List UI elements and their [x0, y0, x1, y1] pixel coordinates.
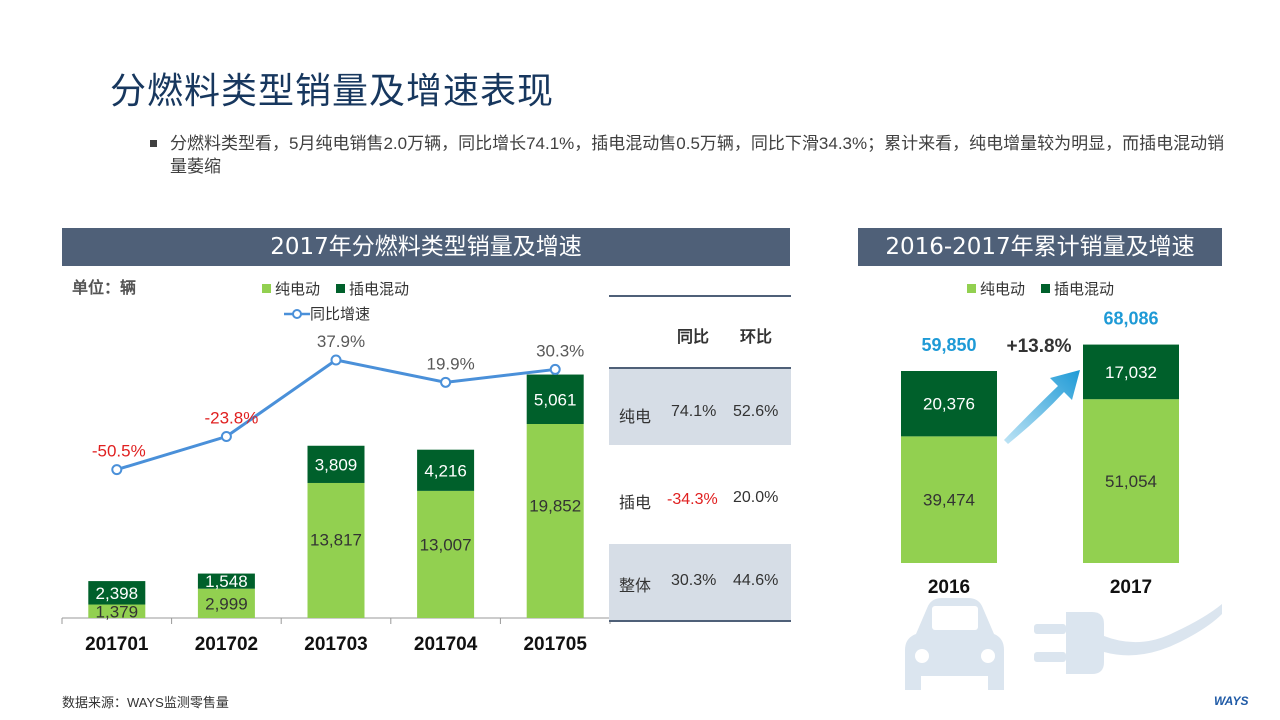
legend-phev: 插电混动 [336, 278, 409, 299]
bar-bev-value-label: 51,054 [1105, 472, 1157, 491]
bar-phev [88, 581, 146, 605]
right-legend-bev-swatch [967, 284, 976, 293]
growth-value-label: -23.8% [204, 409, 258, 428]
summary: 分燃料类型看，5月纯电销售2.0万辆，同比增长74.1%，插电混动售0.5万辆，… [150, 132, 1230, 178]
bar-phev [307, 445, 365, 483]
table-row-total: 整体 30.3% 44.6% [609, 544, 791, 622]
table-row-bev: 纯电 74.1% 52.6% [609, 367, 791, 445]
growth-point [220, 431, 232, 443]
plug-icon [1034, 604, 1222, 674]
table-header-yoy: 同比 [677, 329, 710, 346]
x-tick-label: 201702 [195, 634, 258, 655]
bar-phev-value-label: 4,216 [424, 461, 467, 480]
bar-bev [307, 482, 365, 618]
bar-bev-value-label: 39,474 [923, 491, 975, 510]
bar-bev [1083, 399, 1179, 563]
bar-phev-value-label: 17,032 [1105, 363, 1157, 382]
bar-bev-value-label: 13,817 [310, 531, 362, 550]
left-panel-title: 2017年分燃料类型销量及增速 [62, 228, 790, 266]
x-tick-label: 201701 [85, 634, 149, 655]
growth-point [330, 354, 342, 366]
bar-bev [417, 490, 475, 618]
bar-phev-value-label: 20,376 [923, 395, 975, 414]
growth-value-label: -50.5% [92, 442, 146, 461]
bar-phev-value-label: 2,398 [96, 584, 139, 603]
bar-phev [197, 573, 255, 589]
car-icon [905, 598, 1004, 690]
unit-label: 单位：辆 [72, 280, 137, 297]
cumulative-growth-label: +13.8% [1007, 336, 1072, 357]
table-cell-yoy: -34.3% [667, 491, 718, 508]
legend-phev-swatch [336, 284, 345, 293]
x-tick-label: 2017 [1110, 577, 1152, 598]
right-panel-title: 2016-2017年累计销量及增速 [858, 228, 1222, 266]
growth-value-label: 30.3% [536, 341, 584, 360]
table-row-label: 整体 [619, 578, 652, 595]
yoy-table: 同比 环比 纯电 74.1% 52.6% 插电 -34.3% 20.0% 整体 … [609, 295, 791, 622]
table-row-label: 纯电 [619, 409, 652, 426]
growth-point [111, 464, 123, 476]
table-cell-yoy: 30.3% [671, 572, 717, 589]
bullet-icon [150, 140, 157, 147]
legend-bev-swatch [262, 284, 271, 293]
x-tick-label: 2016 [928, 577, 970, 598]
growth-value-label: 37.9% [317, 332, 365, 351]
legend-growth: 同比增速 [284, 303, 370, 324]
table-cell-mom: 20.0% [733, 489, 779, 506]
legend-phev-label: 插电混动 [349, 281, 410, 298]
table-row-phev: 插电 -34.3% 20.0% [609, 455, 791, 531]
bar-bev-value-label: 1,379 [96, 602, 139, 621]
bar-bev [88, 604, 146, 618]
right-legend-phev: 插电混动 [1041, 278, 1114, 299]
bar-total-label: 59,850 [921, 335, 976, 355]
bar-phev [417, 449, 475, 491]
bar-phev-value-label: 3,809 [315, 455, 358, 474]
legend-bev-label: 纯电动 [275, 281, 321, 298]
bar-total-label: 68,086 [1103, 309, 1158, 329]
summary-text: 分燃料类型看，5月纯电销售2.0万辆，同比增长74.1%，插电混动售0.5万辆，… [170, 134, 1225, 176]
right-legend-phev-label: 插电混动 [1054, 281, 1115, 298]
bar-bev [901, 436, 997, 563]
ways-logo: WAYS [1214, 694, 1249, 708]
table-row-label: 插电 [619, 495, 652, 512]
right-legend-bev: 纯电动 [967, 278, 1025, 299]
bar-phev-value-label: 5,061 [534, 390, 577, 409]
growth-point [440, 376, 452, 388]
table-header-mom: 环比 [740, 329, 773, 346]
bar-phev [901, 371, 997, 437]
bar-bev-value-label: 13,007 [420, 535, 472, 554]
legend-bev: 纯电动 [262, 278, 320, 299]
x-tick-label: 201704 [414, 634, 478, 655]
bar-bev [526, 424, 584, 618]
growth-value-label: 19.9% [426, 354, 474, 373]
growth-arrow-icon [1004, 370, 1080, 444]
right-legend-phev-swatch [1041, 284, 1050, 293]
right-legend-bev-label: 纯电动 [980, 281, 1026, 298]
growth-point [549, 363, 561, 375]
table-cell-mom: 52.6% [733, 403, 779, 420]
table-cell-yoy: 74.1% [671, 403, 717, 420]
legend-growth-label: 同比增速 [310, 306, 371, 323]
table-cell-mom: 44.6% [733, 572, 779, 589]
bar-bev-value-label: 2,999 [205, 594, 248, 613]
table-header-row: 同比 环比 [609, 295, 791, 367]
bar-bev [197, 588, 255, 618]
bar-bev-value-label: 19,852 [529, 496, 581, 515]
bar-phev [526, 374, 584, 424]
bar-phev-value-label: 1,548 [205, 572, 248, 591]
source-note: 数据来源：WAYS监测零售量 [62, 695, 229, 710]
page-title: 分燃料类型销量及增速表现 [110, 71, 555, 112]
x-tick-label: 201703 [304, 634, 367, 655]
x-tick-label: 201705 [523, 634, 587, 655]
bar-phev [1083, 344, 1179, 400]
legend-growth-marker [284, 308, 310, 319]
